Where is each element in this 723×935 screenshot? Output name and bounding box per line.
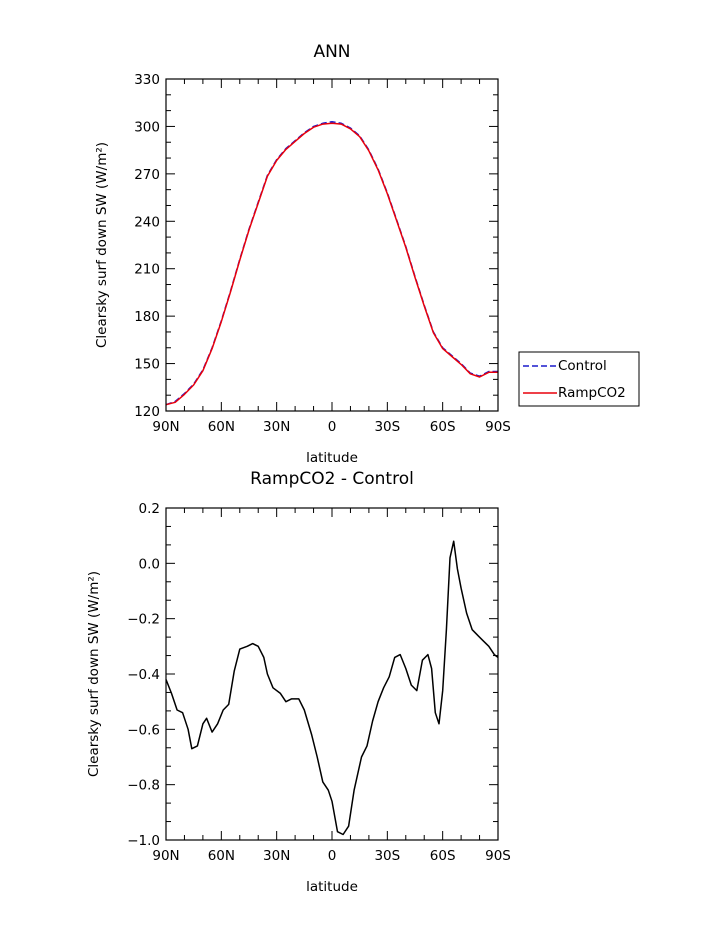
x-tick-label: 30S [374,848,400,864]
series-line-rampco2 [165,122,498,406]
x-tick-label: 60N [208,848,235,864]
x-tick-label: 0 [328,419,337,435]
legend-box [518,351,640,407]
y-tick-label: 150 [134,357,160,373]
x-tick-label: 90N [152,848,179,864]
chart-difference-y-ticks: −1.0 −0.8 −0.6 −0.4 −0.2 0.0 0.2 [127,501,498,849]
chart-difference: RampCO2 - Control 90N 60N 30N 0 30S 60S 90S −1… [86,469,511,895]
x-tick-label: 90S [485,419,511,435]
x-tick-label: 30N [263,419,290,435]
series-line-control [165,120,498,406]
chart-annual-y-axis-label: Clearsky surf down SW (W/m²) [94,142,110,348]
x-tick-label: 0 [328,848,337,864]
x-tick-label: 60N [208,419,235,435]
legend-entry-rampco2: RampCO2 [558,385,626,401]
legend-entry-control: Control [558,358,607,374]
chart-annual-x-axis-label: latitude [306,450,358,466]
chart-annual-x-ticks: 90N 60N 30N 0 30S 60S 90S [152,79,511,435]
y-tick-label: 180 [134,309,160,325]
series-line-difference [165,540,499,836]
y-tick-label: 240 [134,214,160,230]
chart-difference-series [165,540,499,836]
chart-difference-y-axis-label: Clearsky surf down SW (W/m²) [86,571,102,777]
chart-difference-x-ticks: 90N 60N 30N 0 30S 60S 90S [152,508,511,864]
chart-annual-title: ANN [313,42,350,62]
y-tick-label: −0.8 [127,778,160,794]
y-tick-label: −0.4 [127,667,160,683]
chart-annual-y-ticks: 120 150 180 210 240 270 300 330 [134,72,498,420]
y-tick-label: −0.2 [127,612,160,628]
y-tick-label: −0.6 [127,722,160,738]
x-tick-label: 60S [430,848,456,864]
y-tick-label: 120 [134,404,160,420]
chart-annual-frame [165,78,499,412]
chart-difference-frame [165,507,499,841]
chart-difference-x-axis-label: latitude [306,879,358,895]
chart-annual: ANN 90N 60N 30N 0 30S 60S 90S 120 150 180 210 240 2… [94,42,640,466]
y-tick-label: 270 [134,167,160,183]
y-tick-label: 300 [134,119,160,135]
x-tick-label: 60S [430,419,456,435]
x-tick-label: 90S [485,848,511,864]
y-tick-label: 330 [134,72,160,88]
chart-difference-title: RampCO2 - Control [250,469,414,489]
chart-annual-series [165,120,498,406]
x-tick-label: 30S [374,419,400,435]
x-tick-label: 90N [152,419,179,435]
y-tick-label: 0.2 [139,501,160,517]
y-tick-label: 210 [134,262,160,278]
x-tick-label: 30N [263,848,290,864]
chart-annual-legend: Control RampCO2 [518,351,640,407]
y-tick-label: 0.0 [139,556,160,572]
y-tick-label: −1.0 [127,833,160,849]
